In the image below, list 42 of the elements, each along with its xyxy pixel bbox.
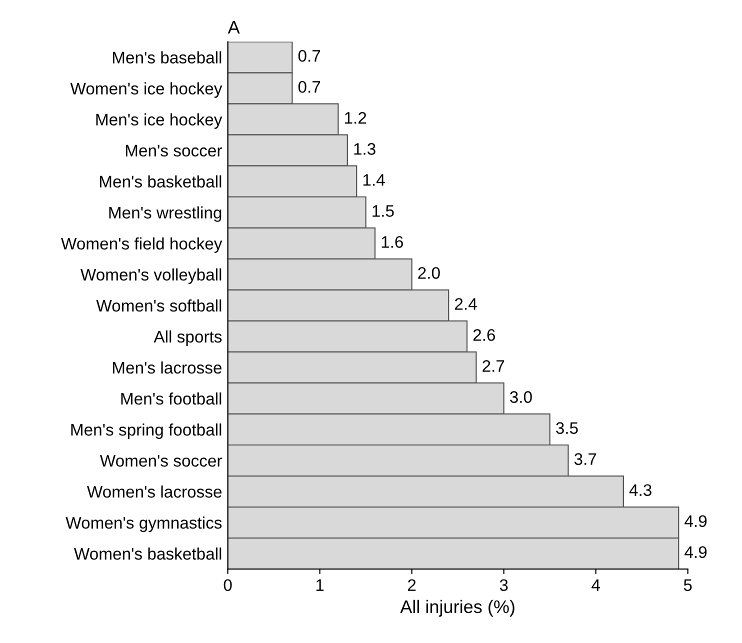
data-label: 0.7 xyxy=(298,80,320,93)
y-tick-label: Men's baseball xyxy=(112,51,222,64)
data-label: 3.7 xyxy=(574,453,596,465)
data-label: 2.6 xyxy=(473,329,496,341)
data-label: 0.7 xyxy=(298,50,320,62)
data-label: 4.9 xyxy=(684,546,707,558)
data-label: 1.3 xyxy=(354,143,376,155)
y-tick-label: Men's ice hockey xyxy=(96,113,222,129)
y-tick-label: All sports xyxy=(154,330,222,346)
y-tick-label: Women's volleyball xyxy=(80,268,222,284)
y-tick-label: Men's lacrosse xyxy=(112,361,222,374)
data-label: 4.9 xyxy=(684,515,707,528)
data-label: 1.5 xyxy=(372,205,394,217)
data-label: 1.2 xyxy=(345,112,366,124)
x-tick-label: 5 xyxy=(684,579,692,592)
y-tick-label: Women's lacrosse xyxy=(86,485,222,498)
y-tick-label: Women's softball xyxy=(96,299,222,312)
x-axis-title: All injuries (%) xyxy=(400,600,514,617)
x-tick-label: 0 xyxy=(224,579,232,592)
y-tick-label: Men's soccer xyxy=(126,144,222,157)
y-tick-label: Women's gymnastics xyxy=(66,516,222,532)
x-tick-label: 2 xyxy=(408,579,416,591)
y-tick-label: Women's soccer xyxy=(100,455,222,467)
data-label: 2.7 xyxy=(482,360,504,372)
data-label: 3.0 xyxy=(510,391,532,403)
y-tick-label: Women's basketball xyxy=(74,548,222,560)
data-label: 1.6 xyxy=(382,236,403,248)
y-tick-label: Men's basketball xyxy=(100,175,222,188)
data-label: 1.4 xyxy=(363,174,385,186)
chart-title: A xyxy=(228,21,240,34)
y-tick-label: Women's ice hockey xyxy=(70,82,222,98)
y-tick-label: Women's field hockey xyxy=(61,237,222,253)
x-tick-label: 3 xyxy=(500,579,508,592)
x-tick-label: 4 xyxy=(592,579,600,591)
y-tick-label: Men's spring football xyxy=(71,423,222,439)
data-label: 2.4 xyxy=(455,298,477,310)
y-tick-label: Men's wrestling xyxy=(109,206,222,222)
data-label: 4.3 xyxy=(629,484,652,496)
data-label: 2.0 xyxy=(418,267,440,279)
x-tick-label: 1 xyxy=(316,579,324,591)
data-label: 3.5 xyxy=(556,422,578,434)
y-tick-label: Men's football xyxy=(121,392,222,405)
